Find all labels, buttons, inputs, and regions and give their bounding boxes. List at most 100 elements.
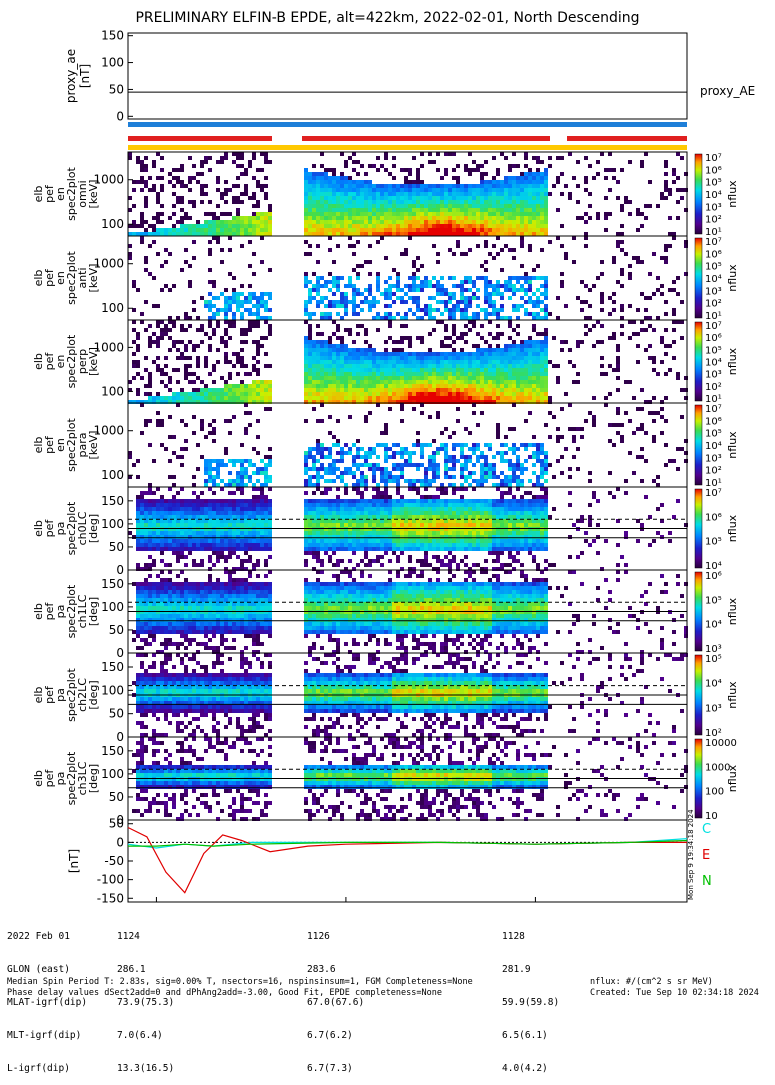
ylabel: [keV] [87, 431, 100, 460]
ytick-label: 50 [109, 623, 124, 637]
ylabel: [nT] [67, 849, 81, 873]
orbit-value: 6.7(7.3) [307, 1063, 502, 1074]
ylabel: [deg] [87, 764, 100, 793]
colorbar-tick: 10⁵ [705, 429, 722, 440]
ylabel: [keV] [87, 264, 100, 293]
ylabel: [deg] [87, 597, 100, 626]
side-stamp: Mon Sep 9 19:34:18 2024 [687, 809, 695, 900]
colorbar-tick: 10³ [705, 370, 722, 381]
ytick-label: 100 [101, 468, 124, 482]
orbit-row-mlt: MLT-igrf(dip)7.0(6.4)6.7(6.2)6.5(6.1) [7, 1030, 559, 1041]
figure-canvas: 150100500proxy_ae[nT]proxy_AE1000100elbp… [0, 0, 775, 1000]
ytick-label: 0 [116, 835, 124, 849]
colorbar-tick: 10⁶ [705, 571, 722, 582]
colorbar-label: nflux [726, 180, 739, 208]
orbit-value: 1124 [117, 931, 307, 942]
colorbar-tick: 10³ [705, 286, 722, 297]
orbit-row-l: L-igrf(dip)13.3(16.5)6.7(7.3)4.0(4.2) [7, 1063, 559, 1074]
orbit-value: 59.9(59.8) [502, 997, 559, 1008]
orbit-label: MLT-igrf(dip) [7, 1030, 117, 1041]
ylabel: proxy_ae [64, 49, 78, 103]
orbit-value: 286.1 [117, 964, 307, 975]
orbit-value: 283.6 [307, 964, 502, 975]
colorbar-tick: 10⁷ [705, 404, 722, 415]
orbit-value: 6.7(6.2) [307, 1030, 502, 1041]
colorbar-label: nflux [726, 681, 739, 709]
orbit-label: 2022 Feb 01 [7, 931, 117, 942]
colorbar [695, 572, 702, 651]
orbit-value: 281.9 [502, 964, 531, 975]
colorbar-tick: 10² [705, 299, 722, 310]
quality-bar-red [567, 136, 687, 141]
quality-bar-red [128, 136, 272, 141]
ytick-label: 100 [101, 517, 124, 531]
spectrogram-en2 [128, 236, 688, 320]
ylabel: [keV] [87, 347, 100, 376]
colorbar-tick: 10⁷ [705, 488, 722, 499]
colorbar-tick: 10⁵ [705, 595, 722, 606]
colorbar-label: nflux [726, 264, 739, 292]
colorbar-tick: 10⁶ [705, 512, 722, 523]
colorbar-label: nflux [726, 514, 739, 542]
colorbar-tick: 10000 [705, 738, 737, 749]
orbit-value: 13.3(16.5) [117, 1063, 307, 1074]
colorbar [695, 739, 702, 818]
proxy-ae-frame [128, 33, 687, 119]
ytick-label: 100 [101, 384, 124, 398]
colorbar-tick: 10⁷ [705, 321, 722, 332]
footer-line-2: Phase delay values dSect2add=0 and dPhAn… [7, 988, 442, 999]
mag-trace-E [128, 828, 687, 893]
quality-bar-yellow [128, 145, 687, 150]
colorbar-tick: 10⁶ [705, 416, 722, 427]
orbit-value: 7.0(6.4) [117, 1030, 307, 1041]
orbit-value: 6.5(6.1) [502, 1030, 548, 1041]
footer-line-1: Median Spin Period T: 2.83s, sig=0.00% T… [7, 977, 473, 988]
colorbar-tick: 10⁶ [705, 165, 722, 176]
ytick-label: 50 [109, 540, 124, 554]
legend-E: E [702, 848, 710, 863]
colorbar-label: nflux [726, 764, 739, 792]
ytick-label: 0 [116, 109, 124, 123]
colorbar [695, 154, 702, 234]
colorbar [695, 489, 702, 568]
colorbar-tick: 10⁵ [705, 345, 722, 356]
colorbar-tick: 10⁴ [705, 620, 722, 631]
colorbar-tick: 10⁴ [705, 274, 722, 285]
ytick-label: -150 [97, 891, 124, 905]
colorbar-tick: 10³ [705, 202, 722, 213]
colorbar-tick: 10⁶ [705, 333, 722, 344]
ylabel: [nT] [78, 64, 92, 88]
ytick-label: 100 [101, 683, 124, 697]
ytick-label: 150 [101, 577, 124, 591]
ylabel: [keV] [87, 180, 100, 209]
orbit-label: GLON (east) [7, 964, 117, 975]
colorbar-tick: 10⁶ [705, 249, 722, 260]
colorbar-tick: 10⁴ [705, 441, 722, 452]
ytick-label: 50 [109, 817, 124, 831]
quality-bar-red [302, 136, 550, 141]
colorbar-tick: 10⁴ [705, 679, 722, 690]
footer-units: nflux: #/(cm^2 s sr MeV) [590, 977, 713, 988]
colorbar-tick: 10⁵ [705, 537, 722, 548]
legend-N: N [702, 874, 712, 889]
ytick-label: 150 [101, 660, 124, 674]
orbit-value: 1126 [307, 931, 502, 942]
legend-C: C [702, 822, 711, 837]
ylabel: [deg] [87, 680, 100, 709]
ytick-label: 100 [101, 56, 124, 70]
footer-created: Created: Tue Sep 10 02:34:18 2024 [590, 988, 759, 999]
ytick-label: 100 [101, 301, 124, 315]
ytick-label: 150 [101, 29, 124, 43]
orbit-value: 1128 [502, 931, 525, 942]
colorbar [695, 405, 702, 485]
spectrogram-en3 [128, 320, 688, 404]
ytick-label: 50 [109, 82, 124, 96]
colorbar-tick: 10² [705, 215, 722, 226]
colorbar-tick: 10³ [705, 453, 722, 464]
ytick-label: 100 [101, 600, 124, 614]
colorbar [695, 238, 702, 318]
ytick-label: 100 [101, 767, 124, 781]
colorbar-tick: 10² [705, 466, 722, 477]
quality-bar-blue [128, 122, 687, 127]
